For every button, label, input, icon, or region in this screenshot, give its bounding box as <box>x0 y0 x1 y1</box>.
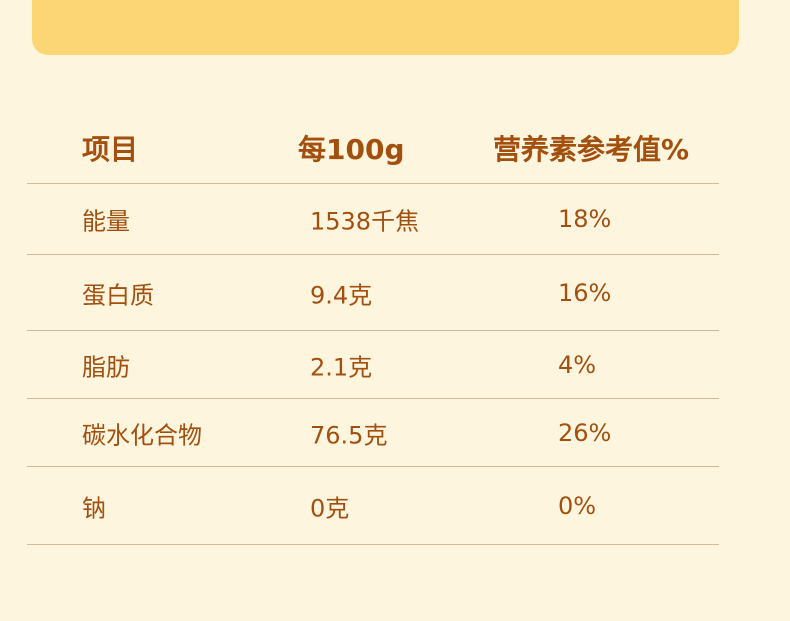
per-100g-value: 76.5克 <box>310 421 388 449</box>
nrv-value: 16% <box>558 278 612 307</box>
table-row: 脂肪 2.1克 4% <box>27 331 719 399</box>
nrv-value: 0% <box>558 491 597 520</box>
nutrition-table: 项目 每100g 营养素参考值% 能量 1538千焦 18% 蛋白质 9.4克 … <box>27 113 719 545</box>
table-row: 蛋白质 9.4克 16% <box>27 255 719 331</box>
nutrient-name: 碳水化合物 <box>82 421 202 449</box>
nrv-value: 18% <box>558 205 612 233</box>
header-item: 项目 <box>82 133 139 166</box>
nrv-value: 26% <box>558 418 612 447</box>
table-row: 能量 1538千焦 18% <box>27 184 719 255</box>
nutrient-name: 能量 <box>82 207 130 236</box>
nrv-value: 4% <box>558 350 597 379</box>
table-header: 项目 每100g 营养素参考值% <box>27 113 719 184</box>
header-per-100g: 每100g <box>298 133 405 166</box>
nutrient-name: 蛋白质 <box>82 281 154 309</box>
header-nrv: 营养素参考值% <box>493 133 690 166</box>
per-100g-value: 9.4克 <box>310 281 373 309</box>
table-row: 碳水化合物 76.5克 26% <box>27 399 719 467</box>
header-banner <box>32 0 739 55</box>
per-100g-value: 1538千焦 <box>310 207 420 236</box>
table-row: 钠 0克 0% <box>27 467 719 545</box>
per-100g-value: 2.1克 <box>310 353 373 381</box>
per-100g-value: 0克 <box>310 494 350 522</box>
nutrient-name: 脂肪 <box>82 353 130 381</box>
nutrient-name: 钠 <box>82 494 106 522</box>
